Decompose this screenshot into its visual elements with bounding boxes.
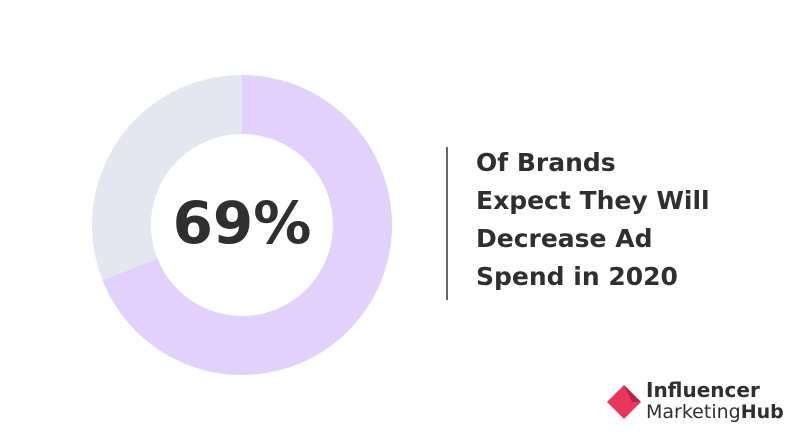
brand-name-part: Hub bbox=[741, 401, 784, 423]
caption-line: Of Brands bbox=[476, 148, 616, 177]
caption-line: Decrease Ad bbox=[476, 224, 652, 253]
donut-segment bbox=[102, 75, 393, 375]
caption: Of Brands Expect They Will Decrease Ad S… bbox=[476, 148, 710, 291]
donut-segment bbox=[91, 75, 242, 281]
brand-name: MarketingHub bbox=[646, 401, 784, 423]
caption-line: Spend in 2020 bbox=[476, 262, 678, 291]
brand-name-part: Marketing bbox=[646, 401, 741, 423]
logo-icon-shade bbox=[624, 385, 641, 402]
caption-line: Expect They Will bbox=[476, 186, 710, 215]
donut-chart bbox=[91, 75, 393, 375]
center-label: 69% bbox=[173, 189, 312, 257]
brand-name: Influencer bbox=[646, 378, 760, 402]
brand-logo: Influencer MarketingHub bbox=[607, 378, 784, 423]
